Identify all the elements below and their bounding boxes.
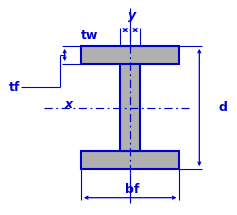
Text: d: d [218,101,227,114]
Text: y: y [128,9,136,22]
Text: bf: bf [125,183,139,196]
Bar [120,64,140,151]
Text: tw: tw [81,29,99,42]
Bar [81,151,179,169]
Text: tf: tf [9,81,21,94]
Text: x: x [64,98,72,111]
Bar [81,46,179,64]
